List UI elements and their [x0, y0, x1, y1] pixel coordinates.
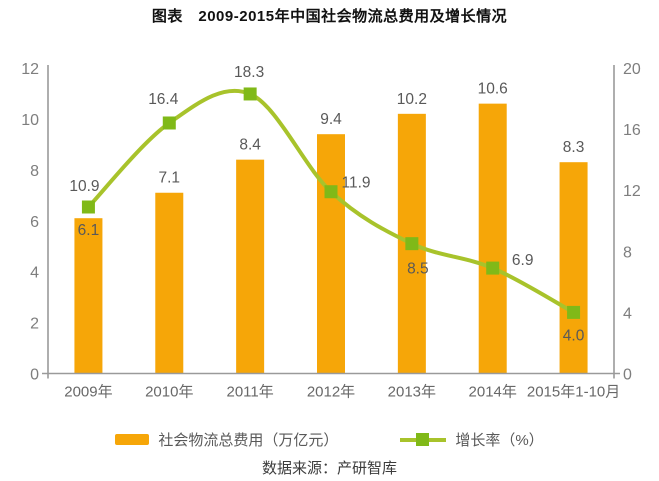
line-marker — [324, 185, 338, 199]
right-axis-tick-label: 16 — [623, 122, 641, 139]
legend: 社会物流总费用（万亿元） 增长率（%） — [0, 429, 659, 450]
line-marker — [81, 200, 95, 214]
line-swatch-marker — [416, 433, 430, 446]
right-axis-tick-label: 4 — [623, 305, 632, 322]
bar-value-label: 8.3 — [563, 139, 585, 156]
line-marker — [567, 305, 581, 319]
x-axis-category-label: 2015年1-10月 — [527, 384, 620, 401]
line-value-label: 11.9 — [341, 175, 370, 192]
legend-item-line: 增长率（%） — [400, 429, 544, 450]
left-axis-tick-label: 4 — [30, 265, 39, 282]
right-axis-tick-label: 8 — [623, 244, 632, 261]
right-axis-tick-label: 0 — [623, 367, 632, 384]
line-value-label: 8.5 — [407, 261, 429, 278]
x-axis-category-label: 2010年 — [145, 384, 193, 401]
line-marker — [405, 237, 419, 251]
right-axis-tick-label: 20 — [623, 61, 641, 78]
bar — [236, 159, 265, 374]
legend-line-label: 增长率（%） — [455, 432, 544, 449]
left-axis-tick-label: 6 — [30, 214, 39, 231]
left-axis-tick-label: 12 — [21, 61, 39, 78]
left-axis-tick-label: 2 — [30, 316, 39, 333]
line-marker — [243, 87, 257, 101]
x-axis-category-label: 2009年 — [64, 384, 112, 401]
bar-value-label: 9.4 — [320, 111, 342, 128]
legend-bar-label: 社会物流总费用（万亿元） — [158, 432, 339, 449]
left-axis-tick-label: 8 — [30, 163, 39, 180]
x-axis-category-label: 2013年 — [388, 384, 436, 401]
line-series-swatch-icon — [400, 433, 447, 446]
data-source: 数据来源：产研智库 — [261, 460, 397, 477]
bar-value-label: 7.1 — [159, 170, 181, 187]
bar-value-label: 8.4 — [239, 137, 261, 154]
bar — [155, 192, 184, 374]
bar — [478, 103, 507, 374]
line-value-label: 4.0 — [563, 327, 585, 344]
line-value-label: 16.4 — [148, 91, 179, 108]
bar-value-label: 10.2 — [397, 91, 427, 108]
line-value-label: 6.9 — [512, 252, 534, 269]
bar — [317, 134, 345, 374]
chart-title: 图表 2009-2015年中国社会物流总费用及增长情况 — [151, 8, 508, 25]
line-marker — [162, 116, 176, 130]
x-axis-category-label: 2012年 — [307, 384, 355, 401]
right-axis-tick-label: 12 — [623, 183, 641, 200]
bar — [74, 218, 103, 374]
left-axis-tick-label: 10 — [21, 112, 39, 129]
bar-value-label: 10.6 — [478, 81, 508, 98]
left-axis-tick-label: 0 — [30, 367, 39, 384]
line-value-label: 18.3 — [234, 64, 264, 81]
bar-series-swatch-icon — [115, 434, 150, 445]
x-axis-category-label: 2011年 — [227, 384, 274, 401]
x-axis-category-label: 2014年 — [469, 384, 517, 401]
bar — [559, 162, 588, 374]
bar-value-label: 6.1 — [78, 222, 100, 239]
legend-item-bar: 社会物流总费用（万亿元） — [115, 429, 338, 450]
line-marker — [486, 261, 500, 275]
combo-bar-line-chart: 0 2 4 6 8 10 12 0 4 8 12 16 20 2009年 2010年 2011年 2012年 20… — [21, 61, 641, 401]
line-value-label: 10.9 — [69, 178, 99, 195]
